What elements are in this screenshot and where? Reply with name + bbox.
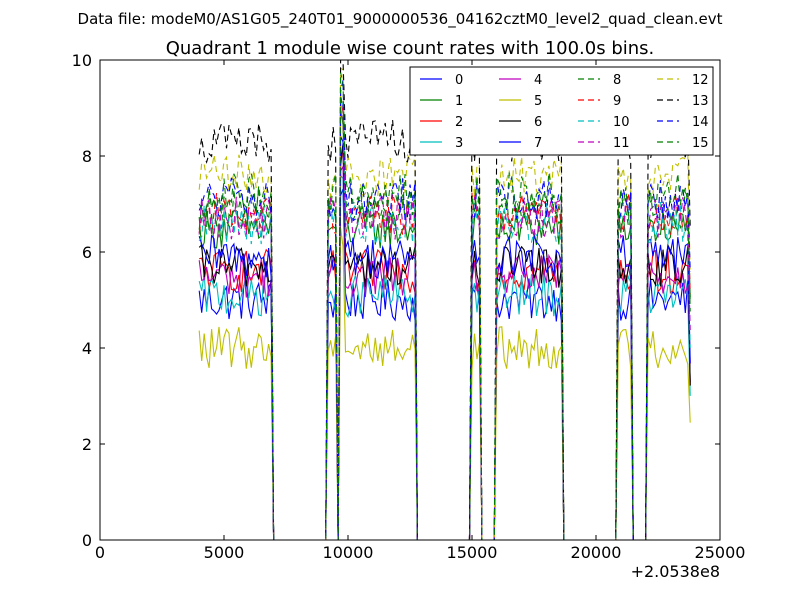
legend-label-0: 0 xyxy=(455,73,463,88)
y-tick-label: 6 xyxy=(82,243,92,262)
legend-label-15: 15 xyxy=(692,136,709,151)
legend-label-2: 2 xyxy=(455,115,463,130)
legend-label-7: 7 xyxy=(534,136,542,151)
chart-suptitle: Data file: modeM0/AS1G05_240T01_90000005… xyxy=(78,10,723,29)
chart-title: Quadrant 1 module wise count rates with … xyxy=(166,38,655,59)
legend-box xyxy=(409,66,714,156)
legend-label-13: 13 xyxy=(692,94,709,109)
legend-label-11: 11 xyxy=(613,136,630,151)
y-tick-label: 4 xyxy=(82,339,92,358)
y-tick-label: 10 xyxy=(72,51,92,70)
x-tick-label: 5000 xyxy=(204,543,245,562)
x-tick-label: 0 xyxy=(95,543,105,562)
x-tick-label: 10000 xyxy=(323,543,374,562)
x-tick-label: 15000 xyxy=(447,543,498,562)
legend-label-8: 8 xyxy=(613,73,621,88)
legend-label-4: 4 xyxy=(534,73,542,88)
x-tick-label: 20000 xyxy=(571,543,622,562)
x-axis: 0 5000 10000 15000 20000 25000 xyxy=(95,60,746,562)
x-tick-label: 25000 xyxy=(695,543,746,562)
legend-label-9: 9 xyxy=(613,94,621,109)
legend-label-6: 6 xyxy=(534,115,542,130)
x-axis-offset-label: +2.0538e8 xyxy=(631,562,720,581)
y-tick-label: 8 xyxy=(82,147,92,166)
y-tick-label: 2 xyxy=(82,435,92,454)
legend-label-3: 3 xyxy=(455,136,463,151)
legend-label-14: 14 xyxy=(692,115,709,130)
plot-frame xyxy=(99,59,721,541)
legend-label-5: 5 xyxy=(534,94,542,109)
legend-label-10: 10 xyxy=(613,115,630,130)
y-tick-label: 0 xyxy=(82,531,92,550)
legend-label-12: 12 xyxy=(692,73,709,88)
legend-label-1: 1 xyxy=(455,94,463,109)
